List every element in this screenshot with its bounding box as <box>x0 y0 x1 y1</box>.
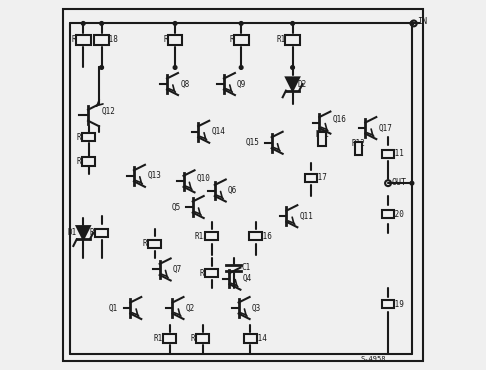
Text: IN: IN <box>417 17 427 26</box>
Bar <box>382 210 395 218</box>
Text: D1: D1 <box>68 228 77 237</box>
Bar <box>95 229 108 237</box>
Text: R5: R5 <box>77 133 86 142</box>
Bar <box>249 232 262 241</box>
Bar <box>382 300 395 308</box>
Circle shape <box>291 21 295 25</box>
Text: R12: R12 <box>352 139 365 148</box>
Text: R17: R17 <box>314 173 328 182</box>
Circle shape <box>239 21 243 25</box>
Text: Q10: Q10 <box>197 174 210 182</box>
Text: R14: R14 <box>253 334 267 343</box>
Bar <box>82 158 95 165</box>
Text: R6: R6 <box>77 157 86 166</box>
Text: Q15: Q15 <box>245 138 260 147</box>
Bar <box>94 36 109 44</box>
Text: Q7: Q7 <box>173 265 182 274</box>
Text: R16: R16 <box>259 232 273 241</box>
Polygon shape <box>286 77 299 91</box>
Text: R13: R13 <box>276 36 290 44</box>
Bar <box>196 334 209 343</box>
Text: Q11: Q11 <box>299 212 313 221</box>
Bar <box>163 334 176 343</box>
Text: Q5: Q5 <box>172 202 181 212</box>
Circle shape <box>100 65 104 69</box>
Text: Q2: Q2 <box>186 303 195 313</box>
Text: R3: R3 <box>191 334 200 343</box>
Circle shape <box>239 65 243 69</box>
Text: Q9: Q9 <box>237 80 246 88</box>
Text: C1: C1 <box>241 263 250 272</box>
Text: Q16: Q16 <box>332 115 347 124</box>
Text: R2: R2 <box>200 269 209 278</box>
Text: Q8: Q8 <box>180 80 190 88</box>
Bar <box>206 232 218 241</box>
Bar <box>305 174 317 182</box>
Text: R4: R4 <box>71 36 81 44</box>
Text: R10: R10 <box>153 334 167 343</box>
Bar <box>318 132 326 147</box>
Circle shape <box>410 181 414 185</box>
Circle shape <box>100 21 104 25</box>
Text: R18: R18 <box>104 36 118 44</box>
Circle shape <box>173 65 177 69</box>
Text: R7: R7 <box>89 228 99 237</box>
Circle shape <box>410 21 414 25</box>
Text: Q14: Q14 <box>211 127 226 136</box>
Circle shape <box>82 21 85 25</box>
Text: OUT: OUT <box>392 178 407 186</box>
Text: Q17: Q17 <box>379 124 392 132</box>
Text: R15: R15 <box>195 232 209 241</box>
Text: S-4958: S-4958 <box>361 356 386 363</box>
Text: R11: R11 <box>391 149 405 158</box>
Text: R8: R8 <box>163 36 173 44</box>
Bar <box>148 240 161 248</box>
Polygon shape <box>77 226 90 239</box>
Bar <box>355 142 363 155</box>
Text: Q1: Q1 <box>109 303 118 313</box>
Bar <box>382 150 395 158</box>
Bar <box>76 36 90 44</box>
Text: Q12: Q12 <box>101 107 115 117</box>
Text: R21: R21 <box>315 130 329 139</box>
Text: R1: R1 <box>143 239 152 248</box>
Bar <box>168 36 182 44</box>
Bar <box>234 36 248 44</box>
Text: R19: R19 <box>391 300 405 309</box>
Text: R20: R20 <box>391 210 405 219</box>
Text: Q4: Q4 <box>243 274 252 283</box>
Text: D2: D2 <box>297 80 307 88</box>
Text: Q13: Q13 <box>147 171 161 180</box>
Text: Q3: Q3 <box>252 303 261 313</box>
Bar <box>244 334 257 343</box>
Text: R9: R9 <box>229 36 239 44</box>
Circle shape <box>173 21 177 25</box>
Text: Q6: Q6 <box>228 186 237 195</box>
Circle shape <box>291 65 295 69</box>
Bar <box>206 269 218 277</box>
Bar <box>82 133 95 141</box>
Bar <box>285 36 300 44</box>
